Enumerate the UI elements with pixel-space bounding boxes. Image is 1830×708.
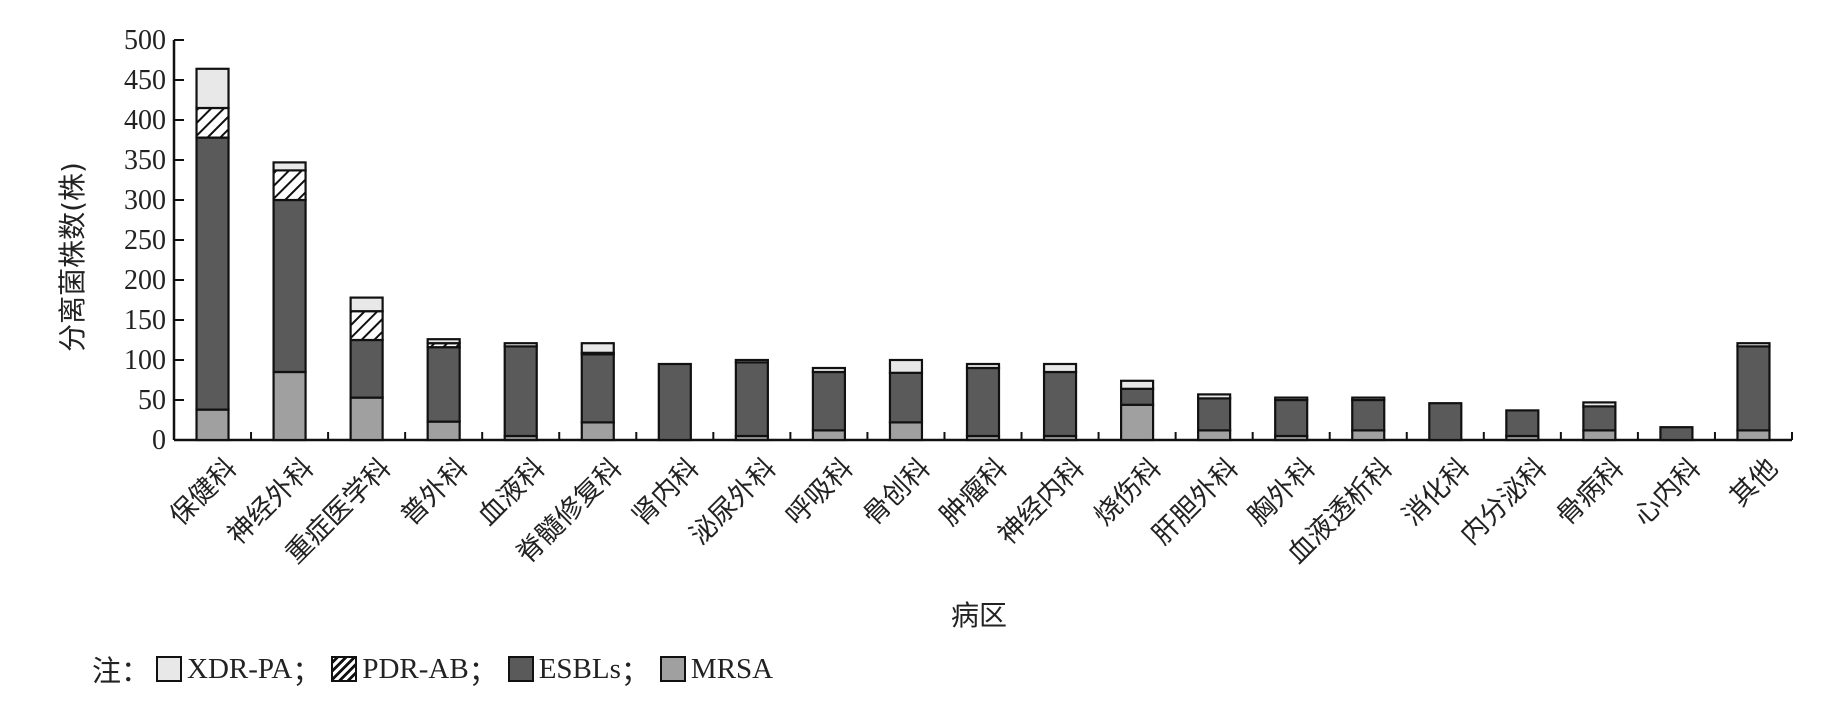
bar-segment-esbls [734,361,769,438]
legend-item-mrsa: MRSA [659,652,774,686]
bar-segment-xdr-pa [195,67,230,110]
bar-segment-esbls [1582,405,1617,432]
legend-label: ESBLs [538,652,621,685]
y-tick-label: 450 [124,65,166,96]
y-tick-label: 0 [152,425,166,456]
bar-segment-esbls [1659,426,1694,442]
bar-segment-xdr-pa [1197,393,1232,400]
legend-note: 注： [92,654,151,688]
bar-segment-xdr-pa [580,342,615,354]
bar-segment-mrsa [1119,403,1155,442]
bar-segment-esbls [965,366,1001,438]
bar-segment-mrsa [888,421,924,442]
bar-segment-esbls [349,338,384,399]
y-tick-label: 400 [124,105,166,136]
bar-segment-xdr-pa [811,366,847,374]
bar-segment-esbls [1351,398,1386,432]
bar-segment-xdr-pa [965,362,1001,370]
bar-segment-pdr-ab [272,169,307,202]
bar-segment-xdr-pa [1274,396,1309,402]
bar-segment-esbls [503,345,538,438]
legend-label: MRSA [690,652,774,685]
legend-label: XDR-PA [187,652,293,685]
y-tick-label: 350 [124,145,166,176]
bar-segment-xdr-pa [349,296,384,313]
bar-segment-mrsa [426,420,461,442]
legend-swatch [507,656,534,682]
bars-layer [195,67,1771,442]
x-category-label: 内分泌科 [1455,453,1553,551]
bar-segment-esbls [1119,387,1155,406]
bar-segment-xdr-pa [426,338,461,345]
y-tick-label: 100 [124,345,166,376]
bar-segment-mrsa [580,421,615,442]
bar-segment-mrsa [1197,429,1232,442]
bar-segment-mrsa [1351,429,1386,442]
bar-segment-esbls [426,346,461,423]
bar-segment-esbls [1197,397,1232,432]
y-tick-label: 150 [124,305,166,336]
legend-label: PDR-AB [362,652,469,685]
bar-segment-esbls [888,371,924,424]
bar-segment-esbls [580,353,615,424]
y-axis-title: 分离菌株数(株) [56,162,89,352]
x-category-label: 肝胆外科 [1146,453,1244,551]
bar-segment-mrsa [811,429,847,442]
bar-segment-xdr-pa [1042,362,1078,374]
x-category-label: 神经内科 [992,453,1090,551]
bar-segment-xdr-pa [734,358,769,364]
bar-segment-mrsa [1736,429,1771,442]
bar-segment-xdr-pa [1119,379,1155,390]
bar-segment-esbls [1505,409,1540,438]
bar-segment-xdr-pa [1736,342,1771,348]
legend-swatch [331,656,358,682]
legend-separator: ； [468,654,498,688]
bar-segment-pdr-ab [195,106,230,139]
x-category-label: 呼吸科 [780,453,859,532]
bar-segment-xdr-pa [1582,401,1617,408]
legend-swatch [659,656,686,682]
bar-segment-esbls [1736,345,1771,432]
legend-swatch [156,656,183,682]
bar-segment-esbls [657,362,692,442]
bar-segment-mrsa [349,396,384,442]
bar-segment-xdr-pa [888,358,924,374]
bar-segment-xdr-pa [1351,396,1386,402]
legend-separator: ； [620,654,650,688]
x-category-label: 心内科 [1628,453,1707,532]
bar-segment-xdr-pa [272,161,307,172]
bar-segment-esbls [811,370,847,432]
x-category-label: 骨病科 [1551,453,1630,532]
bar-segment-xdr-pa [503,342,538,348]
bar-segment-mrsa [272,370,307,442]
bar-segment-mrsa [1582,429,1617,442]
y-tick-label: 200 [124,265,166,296]
bar-segment-esbls [195,136,230,411]
bar-segment-esbls [1428,402,1463,442]
x-category-label: 普外科 [395,453,474,532]
legend-item-pdr-ab: PDR-AB； [331,648,498,690]
bar-segment-pdr-ab [349,310,384,342]
x-axis-title: 病区 [951,599,1007,632]
y-tick-label: 300 [124,185,166,216]
bar-segment-esbls [272,198,307,374]
x-category-label: 泌尿外科 [684,453,782,551]
bar-segment-esbls [1274,398,1309,438]
legend: 注： XDR-PA； PDR-AB； ESBLs； MRSA [92,648,783,690]
legend-separator: ； [292,654,322,688]
bar-segment-esbls [1042,370,1078,438]
legend-item-esbls: ESBLs； [507,648,650,690]
x-category-label: 其他 [1724,453,1784,513]
x-category-label: 骨创科 [857,453,936,532]
legend-item-xdr-pa: XDR-PA； [156,648,321,690]
y-tick-label: 500 [124,25,166,56]
y-tick-label: 50 [138,385,166,416]
bar-segment-mrsa [195,408,230,442]
y-tick-label: 250 [124,225,166,256]
